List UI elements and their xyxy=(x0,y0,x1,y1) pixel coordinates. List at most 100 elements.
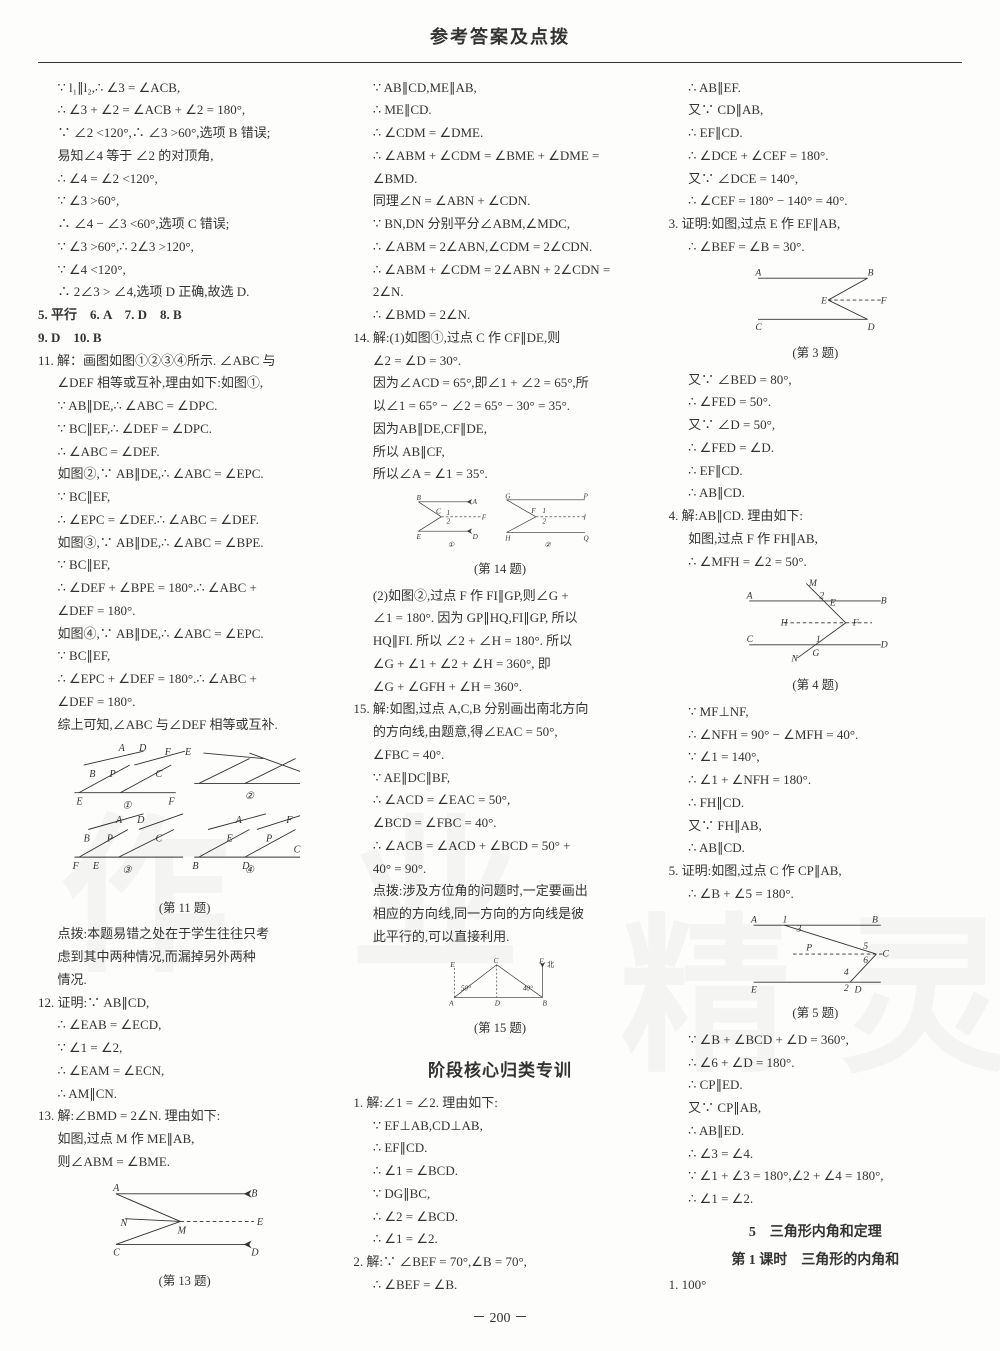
text-line: 情况. xyxy=(38,969,331,992)
svg-text:G: G xyxy=(505,493,511,501)
text-line: 40° = 90°. xyxy=(353,858,646,881)
text-line: 又∵ CD∥AB, xyxy=(669,99,962,122)
text-line: ∴ ∠EAM = ∠ECN, xyxy=(38,1060,331,1083)
text-line: ∴ ∠MFH = ∠2 = 50°. xyxy=(669,551,962,574)
text-line: 同理∠N = ∠ABN + ∠CDN. xyxy=(353,190,646,213)
text-line: ∴ ∠1 = ∠2. xyxy=(669,1188,962,1211)
text-line: ∴ FH∥CD. xyxy=(669,792,962,815)
figure-13-diagram: AB NME CD xyxy=(85,1180,285,1263)
svg-text:M: M xyxy=(808,579,818,589)
text-line: 15. 解:如图,过点 A,C,B 分别画出南北方向 xyxy=(353,698,646,721)
text-line: ∵ AB∥DE,∴ ∠ABC = ∠DPC. xyxy=(38,395,331,418)
svg-text:P: P xyxy=(108,769,115,780)
svg-text:E: E xyxy=(415,533,421,541)
svg-text:③: ③ xyxy=(122,865,132,876)
text-line: 综上可知,∠ABC 与∠DEF 相等或互补. xyxy=(38,714,331,737)
text-line: ∴ ∠B + ∠5 = 180°. xyxy=(669,883,962,906)
svg-text:3: 3 xyxy=(796,923,802,934)
text-line: 因为AB∥DE,CF∥DE, xyxy=(353,418,646,441)
text-line: ∵ ∠1 = ∠2, xyxy=(38,1037,331,1060)
text-line: ∴ ∠1 + ∠NFH = 180°. xyxy=(669,769,962,792)
svg-text:A: A xyxy=(750,914,757,925)
svg-text:N: N xyxy=(791,654,799,665)
svg-text:D: D xyxy=(494,999,501,1007)
svg-text:2: 2 xyxy=(844,982,849,993)
svg-text:A: A xyxy=(117,743,125,754)
text-line: ∴ ME∥CD. xyxy=(353,99,646,122)
svg-text:E: E xyxy=(75,797,83,808)
text-line: ∵ ∠2 <120°,∴ ∠3 >60°,选项 B 错误; xyxy=(38,122,331,145)
page-number: － 200 － xyxy=(38,1307,962,1332)
text-line: 12. 证明:∵ AB∥CD, xyxy=(38,992,331,1015)
svg-text:C: C xyxy=(756,321,763,332)
svg-text:C: C xyxy=(747,634,754,645)
svg-text:C: C xyxy=(883,948,890,959)
text-line: 因为∠ACD = 65°,即∠1 + ∠2 = 65°,所 xyxy=(353,372,646,395)
svg-text:6: 6 xyxy=(864,954,869,965)
svg-text:B: B xyxy=(251,1188,257,1199)
text-line: ∴ AB∥CD. xyxy=(669,837,962,860)
svg-text:F: F xyxy=(285,815,293,826)
text-line: 则∠ABM = ∠BME. xyxy=(38,1151,331,1174)
figure-11-caption: (第 11 题) xyxy=(38,898,331,920)
text-line: 2. 解:∵ ∠BEF = 70°,∠B = 70°, xyxy=(353,1251,646,1274)
svg-text:C: C xyxy=(113,1247,120,1258)
svg-text:D: D xyxy=(854,984,862,995)
text-line: ∠G + ∠GFH + ∠H = 360°. xyxy=(353,676,646,699)
text-line: 14. 解:(1)如图①,过点 C 作 CF∥DE,则 xyxy=(353,327,646,350)
svg-text:D: D xyxy=(472,533,479,541)
text-line: ∵ AE∥DC∥BF, xyxy=(353,767,646,790)
text-line: ∴ AB∥CD. xyxy=(669,482,962,505)
text-line: ∴ ∠1 = ∠BCD. xyxy=(353,1160,646,1183)
page-title: 参考答案及点拨 xyxy=(38,22,962,63)
figure-13-caption: (第 13 题) xyxy=(38,1271,331,1293)
svg-text:C: C xyxy=(155,769,162,780)
text-line: 13. 解:∠BMD = 2∠N. 理由如下: xyxy=(38,1105,331,1128)
svg-text:H: H xyxy=(504,534,511,542)
svg-text:P: P xyxy=(105,834,112,845)
chapter-heading: 5 三角形内角和定理 xyxy=(669,1221,962,1246)
svg-text:P: P xyxy=(806,942,813,953)
text-line: ∵ BN,DN 分别平分∠ABM,∠MDC, xyxy=(353,213,646,236)
svg-text:A: A xyxy=(115,815,123,826)
text-line: ∴ ∠EPC + ∠DEF = 180°.∴ ∠ABC + xyxy=(38,668,331,691)
text-line: ∴ ∠BEF = ∠B = 30°. xyxy=(669,236,962,259)
text-line: ∴ ∠BMD = 2∠N. xyxy=(353,304,646,327)
text-line: ∵ l₁∥l₂,∴ ∠3 = ∠ACB, xyxy=(38,77,331,100)
svg-text:D: D xyxy=(250,1247,259,1258)
text-line: ∠2 = ∠D = 30°. xyxy=(353,350,646,373)
text-line: 所以∠A = ∠1 = 35°. xyxy=(353,463,646,486)
svg-text:1: 1 xyxy=(542,507,546,515)
column-3: ∴ AB∥EF. 又∵ CD∥AB, ∴ EF∥CD. ∴ ∠DCE + ∠CE… xyxy=(669,77,962,1297)
text-line: ∴ ∠1 = ∠2. xyxy=(353,1228,646,1251)
svg-text:2: 2 xyxy=(820,591,825,602)
svg-text:C: C xyxy=(293,845,300,856)
text-line: ∴ ∠EPC = ∠DEF.∴ ∠ABC = ∠DEF. xyxy=(38,509,331,532)
text-line: ∵ ∠3 >60°,∴ 2∠3 >120°, xyxy=(38,236,331,259)
text-line: ∴ ∠CEF = 180° − 140° = 40°. xyxy=(669,190,962,213)
text-line: 点拨:涉及方位角的问题时,一定要画出 xyxy=(353,880,646,903)
svg-text:H: H xyxy=(780,618,789,629)
text-line: ∠BCD = ∠FBC = 40°. xyxy=(353,812,646,835)
text-line: 5. 证明:如图,过点 C 作 CP∥AB, xyxy=(669,860,962,883)
text-line: 又∵ ∠DCE = 140°, xyxy=(669,168,962,191)
svg-text:B: B xyxy=(868,267,874,278)
svg-text:A: A xyxy=(472,498,478,506)
text-line: 易知∠4 等于 ∠2 的对顶角, xyxy=(38,145,331,168)
text-line: ∵ EF⊥AB,CD⊥AB, xyxy=(353,1115,646,1138)
text-line: ∵ ∠B + ∠BCD + ∠D = 360°, xyxy=(669,1029,962,1052)
text-line: ∠G + ∠1 + ∠2 + ∠H = 360°, 即 xyxy=(353,653,646,676)
svg-text:①: ① xyxy=(122,801,132,812)
svg-text:F: F xyxy=(852,618,859,629)
figure-15-caption: (第 15 题) xyxy=(353,1018,646,1040)
svg-text:1: 1 xyxy=(783,914,788,925)
figure-3-caption: (第 3 题) xyxy=(669,343,962,365)
text-line: ∴ ∠ABM + ∠CDM = 2∠ABN + 2∠CDN = xyxy=(353,259,646,282)
text-line: 点拨:本题易错之处在于学生往往只考 xyxy=(38,923,331,946)
text-line: ∵ ∠4 <120°, xyxy=(38,259,331,282)
svg-text:②: ② xyxy=(544,541,551,549)
text-line: ∵ BC∥EF,∴ ∠DEF = ∠DPC. xyxy=(38,418,331,441)
text-line: 如图③,∵ AB∥DE,∴ ∠ABC = ∠BPE. xyxy=(38,532,331,555)
svg-text:A: A xyxy=(755,267,762,278)
section-heading: 阶段核心归类专训 xyxy=(428,1056,572,1086)
